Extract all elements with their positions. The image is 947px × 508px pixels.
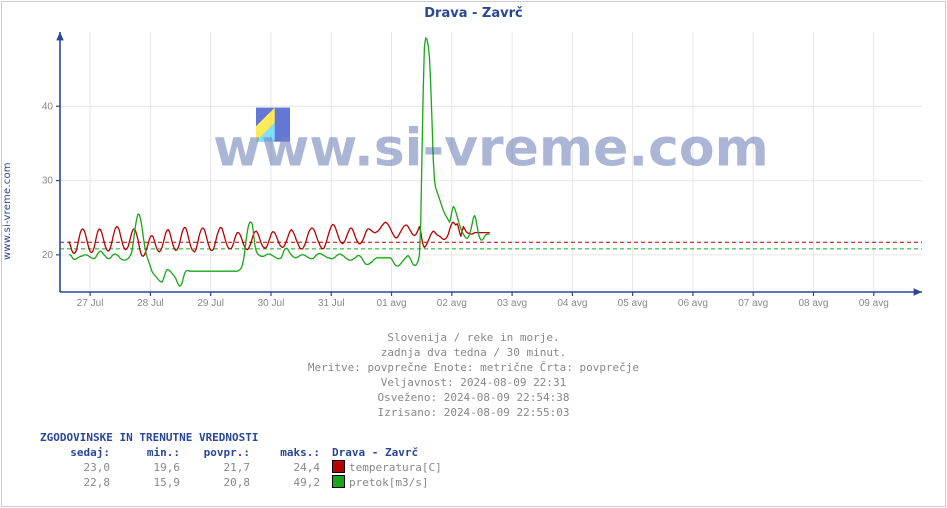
meta-line: zadnja dva tedna / 30 minut. [0,345,947,360]
stats-cell: 15,9 [110,475,180,490]
legend-swatch [332,475,345,488]
svg-text:03 avg: 03 avg [497,298,527,309]
svg-text:www.si-vreme.com: www.si-vreme.com [213,119,769,179]
meta-line: Veljavnost: 2024-08-09 22:31 [0,375,947,390]
stats-cell: 22,8 [40,475,110,490]
stats-cell: 23,0 [40,460,110,475]
svg-text:20: 20 [42,250,54,261]
stats-header-cell: min.: [110,445,180,460]
site-side-label: www.si-vreme.com [2,162,13,260]
stats-row: 23,019,621,724,4 temperatura[C] [40,460,442,475]
chart-plot: 20 30 40 27 Jul 28 Jul 29 Jul 30 Jul 31 Jul 01 a… [40,28,930,310]
legend-label: temperatura[C] [349,461,442,474]
svg-text:04 avg: 04 avg [557,298,587,309]
stats-cell: 24,4 [250,460,320,475]
svg-text:40: 40 [42,101,54,112]
svg-text:06 avg: 06 avg [678,298,708,309]
svg-text:29 Jul: 29 Jul [197,298,224,309]
svg-text:28 Jul: 28 Jul [137,298,164,309]
stats-row: 22,815,920,849,2 pretok[m3/s] [40,475,442,490]
stats-cell: 21,7 [180,460,250,475]
legend-entry: temperatura[C] [332,460,442,475]
meta-line: Izrisano: 2024-08-09 22:55:03 [0,405,947,420]
meta-line: Osveženo: 2024-08-09 22:54:38 [0,390,947,405]
stats-header-cell: maks.: [250,445,320,460]
chart-metadata: Slovenija / reke in morje.zadnja dva ted… [0,330,947,420]
meta-line: Meritve: povprečne Enote: metrične Črta:… [0,360,947,375]
svg-text:30 Jul: 30 Jul [258,298,285,309]
svg-text:07 avg: 07 avg [738,298,768,309]
svg-text:02 avg: 02 avg [437,298,467,309]
stats-header-row: sedaj:min.:povpr.:maks.: Drava - Zavrč [40,445,442,460]
svg-text:09 avg: 09 avg [859,298,889,309]
stats-title: ZGODOVINSKE IN TRENUTNE VREDNOSTI [40,430,442,445]
legend-swatch [332,460,345,473]
stats-series-title: Drava - Zavrč [332,445,418,460]
stats-cell: 19,6 [110,460,180,475]
stats-cell: 20,8 [180,475,250,490]
stats-header-cell: povpr.: [180,445,250,460]
svg-text:31 Jul: 31 Jul [318,298,345,309]
legend-entry: pretok[m3/s] [332,475,428,490]
stats-header-cell: sedaj: [40,445,110,460]
svg-text:27 Jul: 27 Jul [77,298,104,309]
svg-text:01 avg: 01 avg [377,298,407,309]
chart-title: Drava - Zavrč [0,6,947,21]
stats-cell: 49,2 [250,475,320,490]
svg-text:08 avg: 08 avg [798,298,828,309]
svg-text:05 avg: 05 avg [618,298,648,309]
stats-table: ZGODOVINSKE IN TRENUTNE VREDNOSTIsedaj:m… [40,430,442,490]
meta-line: Slovenija / reke in morje. [0,330,947,345]
svg-text:30: 30 [42,176,54,187]
legend-label: pretok[m3/s] [349,476,428,489]
